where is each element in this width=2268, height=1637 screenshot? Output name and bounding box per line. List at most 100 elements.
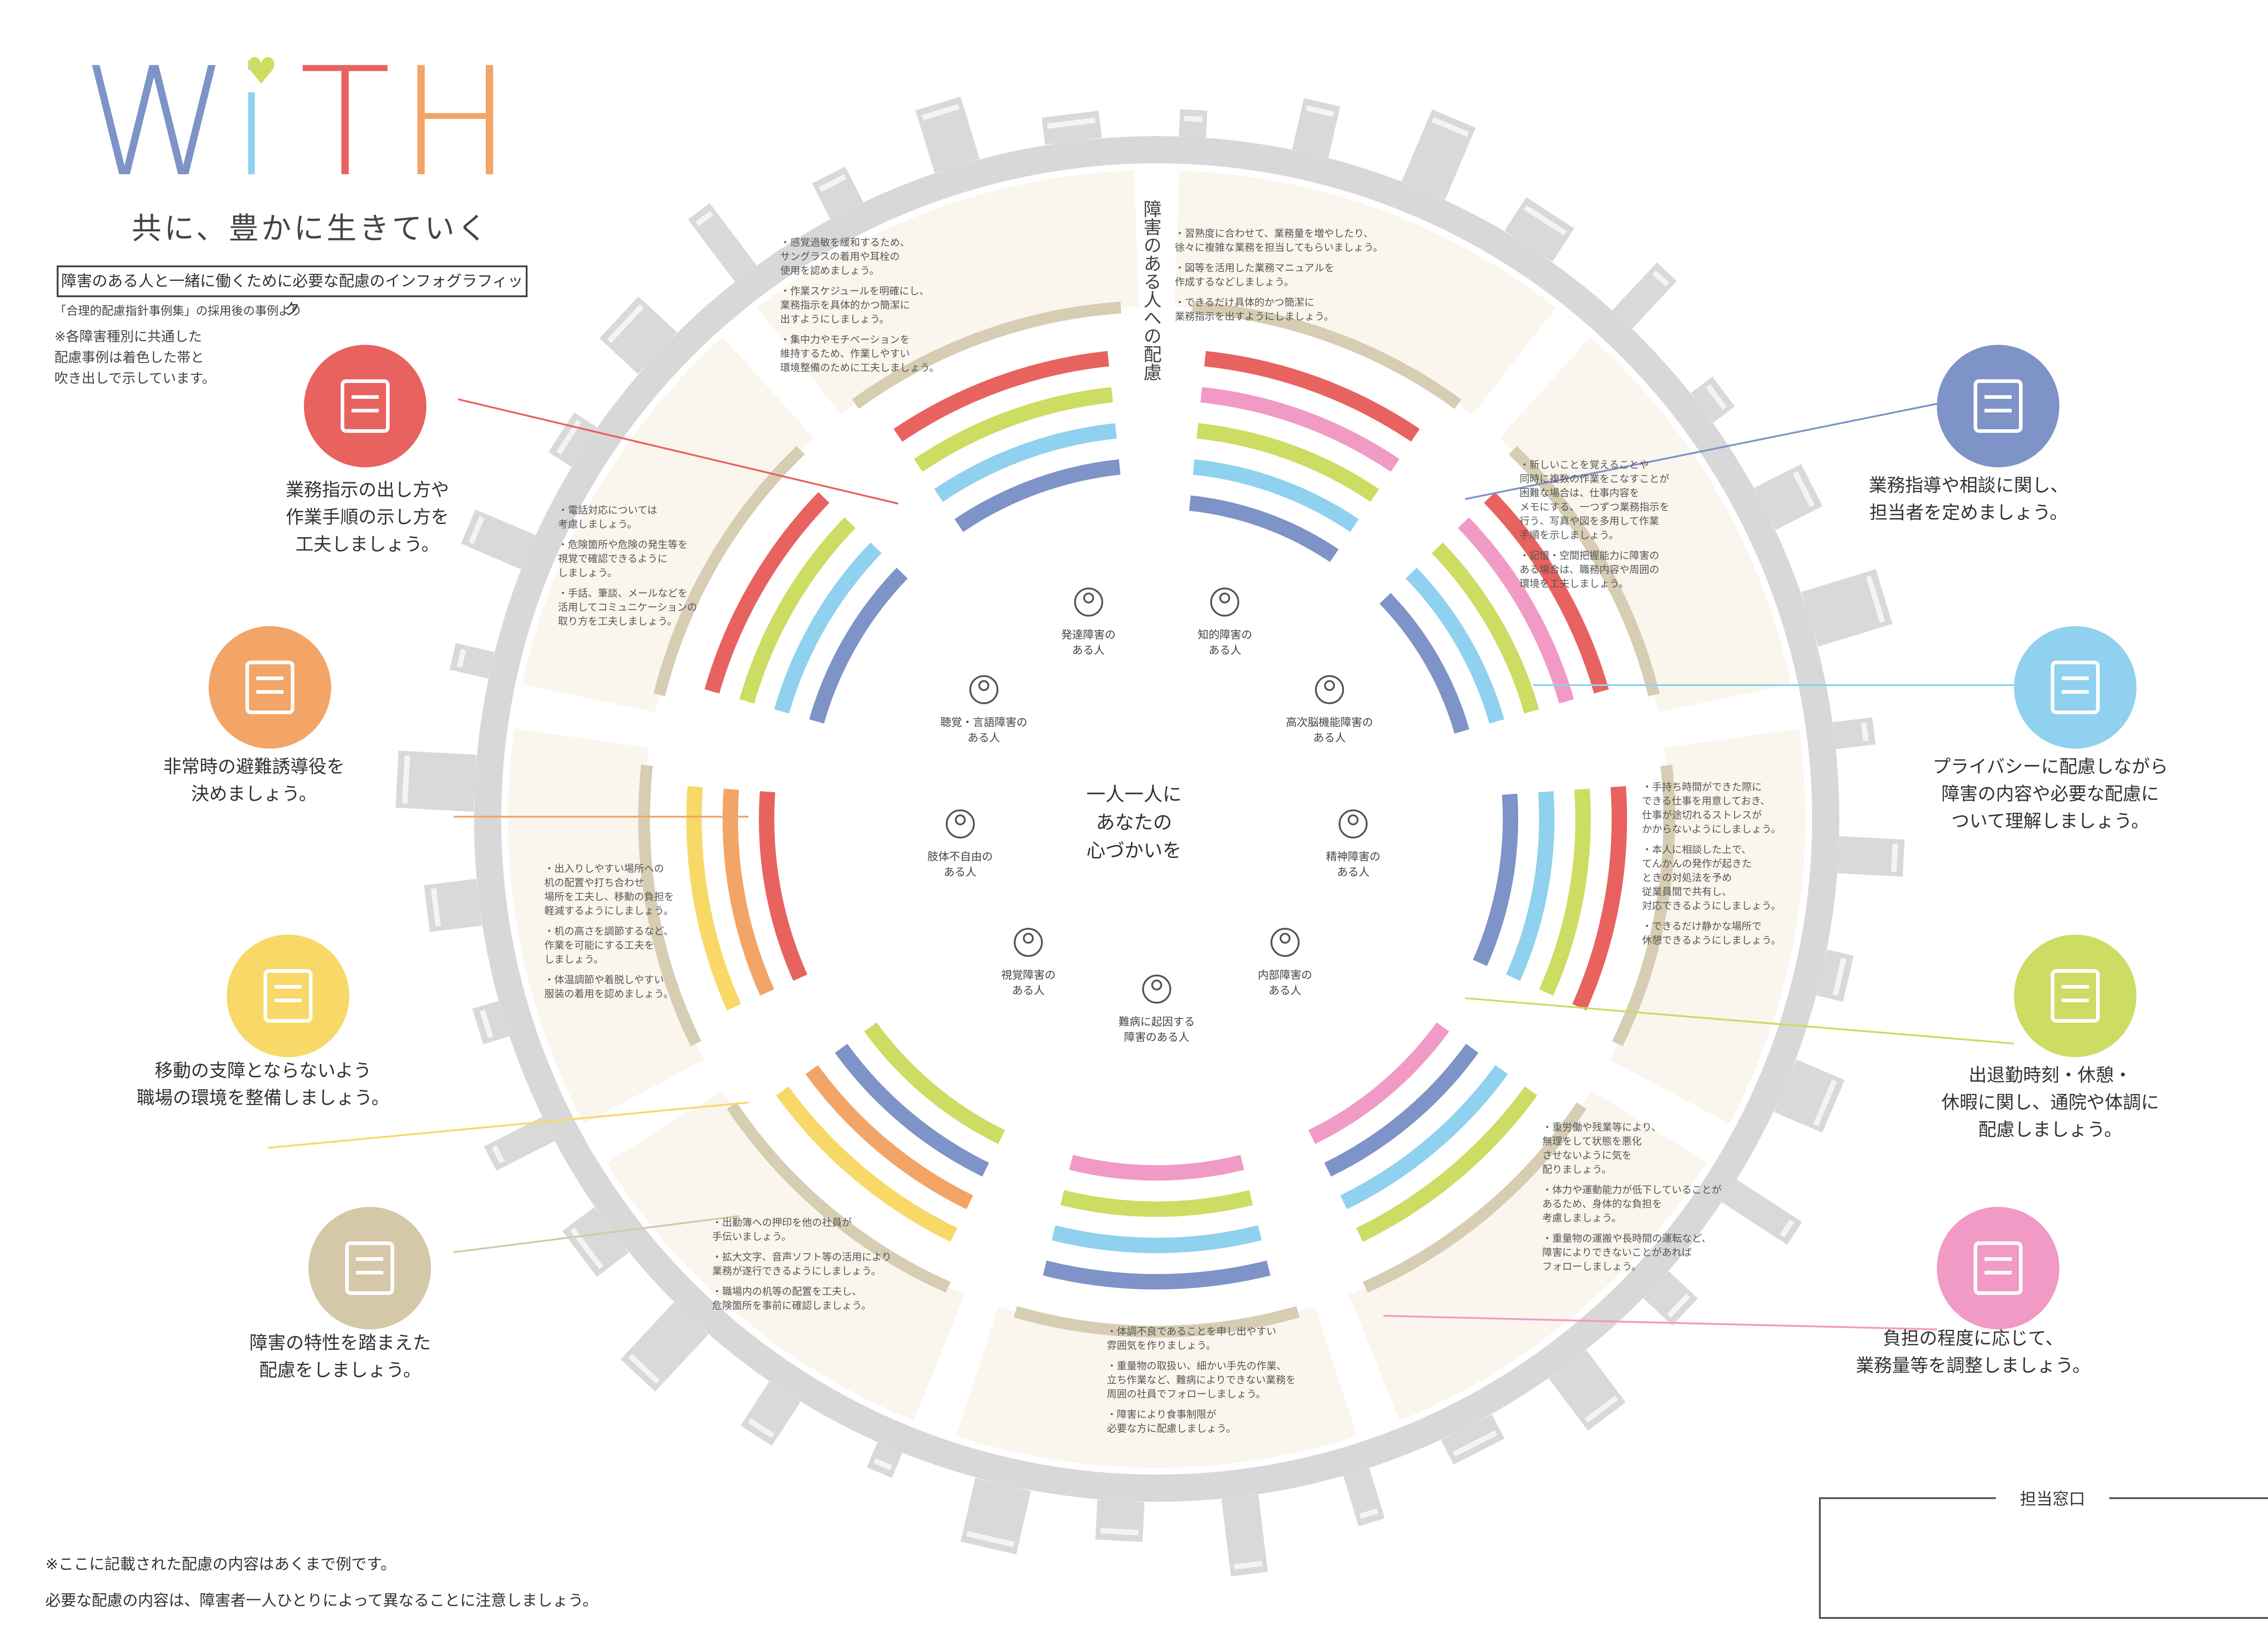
sector-divider xyxy=(930,946,1113,1434)
consideration-item: ・手持ち時間ができた際に できる仕事を用意しておき、 仕事が途切れるストレスが … xyxy=(1642,782,1781,835)
building-silhouette xyxy=(812,167,864,219)
category-label: 知的障害の ある人 xyxy=(1198,628,1252,657)
connector-line xyxy=(1383,1315,1937,1330)
center-message: 一人一人に あなたの 心づかいを xyxy=(1086,783,1182,862)
developmental-icon xyxy=(1068,582,1109,622)
footer-note-1: ※ここに記載された配慮の内容はあくまで例です。 xyxy=(45,1555,396,1573)
building-silhouette xyxy=(599,296,677,374)
consideration-bubble: ・体調不良であることを申し出やすい 雰囲気を作りましょう。 ・重量物の取扱い、細か… xyxy=(1107,1325,1295,1442)
building-silhouette xyxy=(740,1381,801,1446)
building-silhouette xyxy=(450,643,495,679)
sector-ring-band xyxy=(1432,542,1540,714)
sector-ring-band xyxy=(809,568,908,724)
consideration-bubble: ・重労働や残業等により、 無理をして状態を悪化 させないように気を 配りましょう… xyxy=(1542,1121,1721,1280)
sector-ring-band xyxy=(1069,1155,1244,1181)
sector-base-band xyxy=(1612,765,1675,1047)
category-label: 発達障害の ある人 xyxy=(1061,628,1116,657)
consideration-item: ・机の高さを調節するなど、 作業を可能にする工夫を しましょう。 xyxy=(544,926,674,966)
sector-ring-band xyxy=(864,1022,1005,1144)
sector-ring-band xyxy=(1189,495,1339,562)
building-silhouette xyxy=(1612,262,1677,329)
consideration-bubble: ・出勤簿への押印を他の社員が 手伝いましょう。 ・拡大文字、音声ソフト等の活用によ… xyxy=(712,1216,892,1319)
consideration-item: ・出勤簿への押印を他の社員が 手伝いましょう。 xyxy=(712,1217,852,1243)
sector-bubble-bg xyxy=(1609,728,1805,1124)
sector-ring-band xyxy=(1051,1225,1262,1254)
consideration-bubble: ・新しいことを覚えることや 同時に複数の作業をこなすことが 困難な場合は、仕事内… xyxy=(1520,458,1669,598)
eye-icon xyxy=(1008,922,1049,963)
building-silhouette xyxy=(1504,197,1574,262)
building-silhouette xyxy=(1095,1500,1145,1542)
sector-divider xyxy=(1290,702,1801,799)
category-label: 内部障害の ある人 xyxy=(1257,969,1312,997)
sector-ring-band xyxy=(1539,789,1591,996)
connector-line xyxy=(1465,997,2014,1044)
sector-ring-band xyxy=(776,1086,958,1242)
consideration-item: ・重量物の取扱い、細かい手先の作業、 立ち作業など、難病によりできない業務を 周… xyxy=(1107,1361,1296,1400)
sector-divider xyxy=(1242,316,1579,717)
category-label: 精神障害の ある人 xyxy=(1326,850,1381,879)
consideration-item: ・できるだけ具体的かつ簡潔に 業務指示を出すようにしましょう。 xyxy=(1175,297,1334,323)
source-note: 「合理的配慮指針事例集」の採用後の事例より xyxy=(54,304,302,318)
building-silhouette xyxy=(472,1000,509,1044)
building-silhouette xyxy=(548,412,597,467)
color-band-note: ※各障害種別に共通した 配慮事例は着色した帯と 吹き出しで示しています。 xyxy=(54,329,216,387)
consideration-item: ・危険箇所や危険の発生等を 視覚で確認できるように しましょう。 xyxy=(558,539,688,579)
category-label: 高次脳機能障害の ある人 xyxy=(1286,716,1374,744)
building-silhouette xyxy=(1441,1414,1505,1465)
consideration-item: ・体力や運動能力が低下していることが あるため、身体的な負担を 考慮しましょう。 xyxy=(1542,1185,1722,1224)
with-logo: W i T H ♥ xyxy=(82,35,512,210)
subtitle: 障害のある人と一緒に働くために必要な配慮のインフォグラフィック xyxy=(57,265,528,319)
consideration-bubble: ・電話対応については 考慮しましょう。 ・危険箇所や危険の発生等を 視覚で確認でき… xyxy=(558,504,697,635)
sector-base-band xyxy=(1192,301,1461,409)
connector-line xyxy=(458,398,899,505)
building-silhouette xyxy=(424,878,482,932)
building-silhouette xyxy=(1721,1179,1802,1245)
consideration-item: ・重量物の運搬や長時間の運転など、 障害によりできないことがあれば フォローしま… xyxy=(1542,1233,1711,1273)
consideration-item: ・新しいことを覚えることや 同時に複数の作業をこなすことが 困難な場合は、仕事内… xyxy=(1520,460,1670,541)
consideration-bubble: ・習熟度に合わせて、業務量を増やしたり、 徐々に複雑な業務を担当してもらいましょ… xyxy=(1175,227,1383,330)
sector-bubble-bg xyxy=(757,170,1139,415)
dna-icon xyxy=(1136,969,1177,1010)
logo-letter-i: i xyxy=(231,35,273,210)
handshake-icon xyxy=(308,1207,431,1329)
sector-ring-band xyxy=(1379,593,1470,734)
sector-bubble-bg xyxy=(1174,170,1556,415)
consideration-item: ・記憶・空間把握能力に障害の ある場合は、職務内容や周囲の 環境を工夫しましょう… xyxy=(1520,550,1660,590)
consideration-bubble: ・感覚過敏を緩和するため、 サングラスの着用や耳栓の 使用を認めましょう。 ・作業… xyxy=(780,236,939,382)
connector-line xyxy=(267,1102,749,1149)
logo-letter-w: W xyxy=(82,35,230,210)
brain-icon xyxy=(1309,669,1350,710)
sector-bubble-bg xyxy=(606,1090,965,1421)
wheelchair-icon xyxy=(940,804,981,844)
sector-ring-band xyxy=(1405,568,1505,724)
building-silhouette xyxy=(1549,1350,1626,1431)
building-silhouette xyxy=(562,1207,629,1277)
category-label: 視覚障害の ある人 xyxy=(1001,969,1056,997)
sector-bubble-bg xyxy=(522,337,814,713)
connector-line xyxy=(453,1215,740,1253)
building-silhouette xyxy=(866,1442,903,1478)
message-attendance: 出退勤時刻・休憩・ 休暇に関し、通院や体調に 配慮しましょう。 xyxy=(1941,1065,2159,1140)
message-work-instructions: 業務指示の出し方や 作業手順の示し方を 工夫しましょう。 xyxy=(286,480,449,555)
logo-letter-t: T xyxy=(299,35,391,210)
consideration-item: ・集中力やモチベーションを 維持するため、作業しやすい 環境整備のために工夫しま… xyxy=(780,334,939,374)
sector-divider xyxy=(1273,884,1724,1149)
sector-ring-band xyxy=(1572,786,1627,1010)
building-silhouette xyxy=(915,96,980,173)
sector-ring-band xyxy=(739,517,856,704)
consideration-item: ・習熟度に合わせて、業務量を増やしたり、 徐々に複雑な業務を担当してもらいましょ… xyxy=(1175,228,1383,254)
tagline: 共に、豊かに生きていく xyxy=(132,211,490,246)
sector-ring-band xyxy=(1457,517,1574,704)
sector-ring-band xyxy=(1324,1044,1479,1177)
building-silhouette xyxy=(1343,1468,1385,1526)
consideration-bubble: ・手持ち時間ができた際に できる仕事を用意しておき、 仕事が途切れるストレスが … xyxy=(1642,780,1781,954)
sector-ring-band xyxy=(1197,423,1379,502)
building-silhouette xyxy=(461,509,536,569)
sector-ring-band xyxy=(835,1044,989,1177)
sector-bubble-bg xyxy=(508,728,704,1124)
sector-bubble-bg xyxy=(1349,1090,1707,1421)
sector-base-band xyxy=(1508,446,1660,696)
sector-ring-band xyxy=(1043,1260,1271,1289)
internal-person-icon xyxy=(1265,922,1305,963)
